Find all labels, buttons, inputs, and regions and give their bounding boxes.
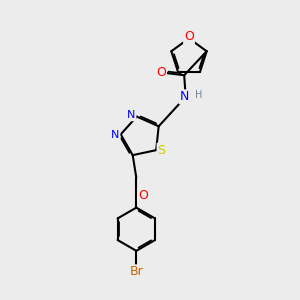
Text: S: S xyxy=(158,144,166,157)
Text: O: O xyxy=(138,189,148,202)
Text: Br: Br xyxy=(129,265,143,278)
Text: O: O xyxy=(156,66,166,80)
Text: N: N xyxy=(111,130,119,140)
Text: N: N xyxy=(179,90,189,104)
Text: N: N xyxy=(127,110,136,120)
Text: O: O xyxy=(184,30,194,44)
Text: H: H xyxy=(195,90,202,100)
